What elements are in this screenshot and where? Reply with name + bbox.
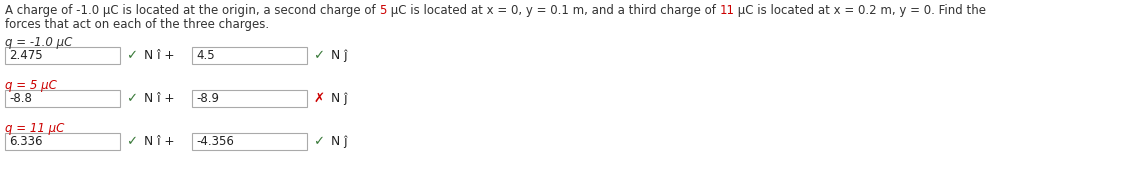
Text: q = 5 μC: q = 5 μC [5,79,57,92]
Text: q = 11 μC: q = 11 μC [5,122,65,135]
Text: N ĵ: N ĵ [331,49,347,62]
Text: 11: 11 [719,4,735,17]
Text: q = -1.0 μC: q = -1.0 μC [5,36,73,49]
Text: forces that act on each of the three charges.: forces that act on each of the three cha… [5,18,269,31]
Text: 2.475: 2.475 [9,49,43,62]
Text: ✓: ✓ [126,49,137,62]
Text: ✓: ✓ [313,49,324,62]
FancyBboxPatch shape [5,133,120,150]
Text: N î +: N î + [144,49,175,62]
Text: A charge of -1.0 μC is located at the origin, a second charge of: A charge of -1.0 μC is located at the or… [5,4,380,17]
FancyBboxPatch shape [5,90,120,107]
Text: -8.8: -8.8 [9,92,32,105]
FancyBboxPatch shape [5,47,120,64]
Text: ✗: ✗ [313,92,324,105]
Text: N î +: N î + [144,135,175,148]
Text: ✓: ✓ [126,135,137,148]
Text: N ĵ: N ĵ [331,135,347,148]
Text: 5: 5 [380,4,387,17]
Text: 6.336: 6.336 [9,135,42,148]
Text: ✓: ✓ [313,135,324,148]
Text: N î +: N î + [144,92,175,105]
Text: 4.5: 4.5 [196,49,214,62]
Text: ✓: ✓ [126,92,137,105]
FancyBboxPatch shape [192,47,307,64]
Text: μC is located at x = 0, y = 0.1 m, and a third charge of: μC is located at x = 0, y = 0.1 m, and a… [387,4,719,17]
FancyBboxPatch shape [192,133,307,150]
FancyBboxPatch shape [192,90,307,107]
Text: μC is located at x = 0.2 m, y = 0. Find the: μC is located at x = 0.2 m, y = 0. Find … [735,4,987,17]
Text: -4.356: -4.356 [196,135,234,148]
Text: N ĵ: N ĵ [331,92,347,105]
Text: -8.9: -8.9 [196,92,219,105]
